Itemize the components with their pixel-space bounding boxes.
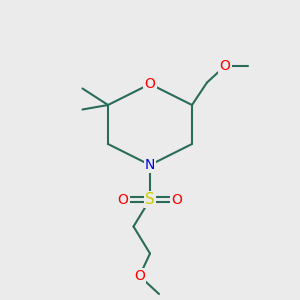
- Text: O: O: [134, 269, 145, 283]
- Text: N: N: [145, 158, 155, 172]
- Text: O: O: [145, 77, 155, 91]
- Text: O: O: [118, 193, 128, 206]
- Text: O: O: [172, 193, 182, 206]
- Text: S: S: [145, 192, 155, 207]
- Text: O: O: [220, 59, 230, 73]
